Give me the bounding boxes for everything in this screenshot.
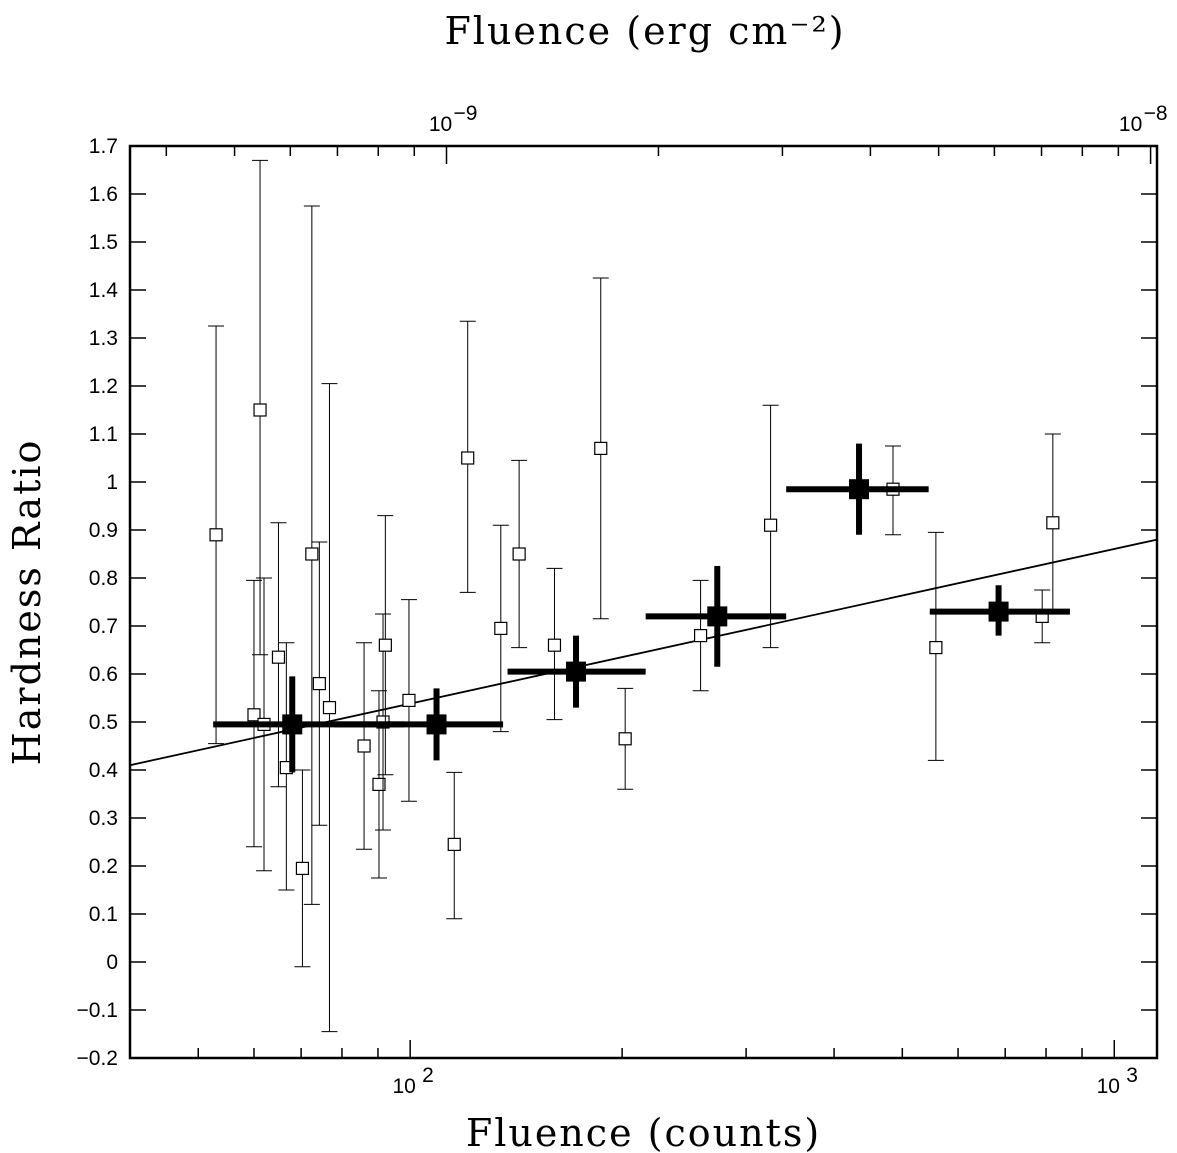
data-point	[270, 522, 287, 788]
open-square-marker	[693, 628, 708, 643]
y-tick-label: 0.2	[89, 855, 118, 878]
y-tick-label: 1.2	[89, 375, 118, 398]
filled-square-marker	[566, 661, 587, 682]
open-square-marker	[763, 518, 778, 532]
filled-square-marker	[282, 714, 303, 735]
data-point	[294, 769, 311, 968]
data-point	[377, 515, 394, 776]
open-square-marker	[1046, 516, 1060, 530]
y-axis-title: Hardness Ratio	[5, 439, 49, 766]
y-tick-label: 0.1	[89, 903, 118, 926]
data-point	[370, 690, 387, 879]
data-point	[592, 277, 609, 620]
individual-points	[208, 159, 1061, 1033]
top-tick-label-exponent: −9	[454, 102, 478, 125]
data-point	[692, 579, 709, 692]
y-tick-label: −0.2	[77, 1047, 118, 1070]
y-tick-label: 1.4	[89, 279, 119, 302]
x-axis-title: Fluence (counts)	[466, 1111, 821, 1153]
minor-tick-marks	[129, 146, 1152, 1058]
open-square-marker	[447, 837, 461, 852]
open-square-marker	[295, 861, 310, 876]
open-square-marker	[305, 547, 319, 561]
data-point	[208, 325, 225, 745]
data-point	[446, 771, 463, 920]
top-tick-label: 10	[429, 113, 452, 136]
x-tick-label-exponent: 2	[422, 1064, 434, 1087]
open-square-marker	[247, 708, 261, 722]
filled-square-marker	[707, 606, 728, 627]
filled-square-marker	[988, 601, 1009, 622]
binned-point	[786, 443, 929, 535]
y-tick-label: 0.9	[89, 519, 118, 542]
data-point	[356, 642, 373, 850]
data-point	[492, 524, 509, 733]
y-tick-label: 0.6	[89, 663, 118, 686]
open-square-marker	[618, 732, 632, 746]
top-axis-title: Fluence (erg cm⁻²)	[444, 9, 845, 53]
open-square-marker	[594, 441, 608, 455]
y-tick-label: 0.5	[89, 711, 118, 734]
open-square-marker	[378, 638, 392, 652]
data-point	[252, 159, 269, 656]
binned-point	[645, 566, 787, 667]
open-square-marker	[547, 638, 562, 652]
filled-square-marker	[849, 479, 870, 500]
data-point	[546, 567, 563, 721]
data-point	[321, 383, 338, 1033]
y-tick-label: 1.5	[89, 231, 118, 254]
open-square-marker	[402, 693, 416, 708]
x-tick-label-exponent: 3	[1126, 1064, 1138, 1087]
y-tick-label: 1.1	[89, 423, 118, 446]
x-tick-label: 10	[1097, 1075, 1120, 1098]
open-square-marker	[494, 621, 508, 636]
open-square-marker	[357, 739, 371, 753]
x-major-ticks: 10 2 10 310 −9 10 −8	[393, 102, 1168, 1098]
data-point	[303, 205, 320, 905]
y-tick-label: −0.1	[77, 999, 118, 1022]
open-square-marker	[312, 676, 326, 691]
top-tick-label: 10	[1119, 113, 1142, 136]
data-point	[617, 687, 634, 790]
filled-square-marker	[426, 714, 447, 735]
open-square-marker	[271, 650, 286, 664]
x-tick-label: 10	[393, 1075, 416, 1098]
plot-frame	[128, 144, 1159, 1060]
open-square-marker	[253, 403, 267, 417]
open-square-marker	[512, 547, 526, 561]
data-point	[1044, 433, 1061, 613]
data-point	[311, 541, 328, 826]
y-tick-label: 0	[106, 951, 118, 974]
data-point	[245, 579, 262, 848]
binned-point	[334, 688, 504, 761]
y-tick-label: 0.3	[89, 807, 118, 830]
open-square-marker	[209, 528, 223, 542]
binned-point	[929, 585, 1070, 636]
data-point	[459, 320, 476, 593]
y-tick-label: 1.7	[89, 135, 118, 158]
top-tick-label-exponent: −8	[1144, 102, 1168, 125]
y-tick-label: 1.6	[89, 183, 118, 206]
data-point	[762, 404, 779, 649]
y-tick-marks: −0.2 −0.1 0 0.1 0.2 0.3 0.4 0.5 0.6 0.7 0.8 0.9 1 1.1…	[77, 135, 1157, 1070]
data-point	[400, 599, 417, 802]
binned-points	[213, 443, 1070, 773]
y-tick-label: 0.8	[89, 567, 118, 590]
y-tick-label: 1.3	[89, 327, 118, 350]
y-tick-label: 0.4	[89, 759, 119, 782]
open-square-marker	[461, 451, 475, 465]
open-square-marker	[929, 640, 943, 655]
open-square-marker	[372, 777, 386, 792]
y-tick-label: 0.7	[89, 615, 118, 638]
binned-point	[507, 635, 646, 708]
data-point	[1034, 589, 1051, 644]
open-square-marker	[322, 700, 337, 715]
y-tick-label: 1	[106, 471, 118, 494]
data-point	[927, 531, 944, 761]
data-point	[511, 459, 528, 649]
